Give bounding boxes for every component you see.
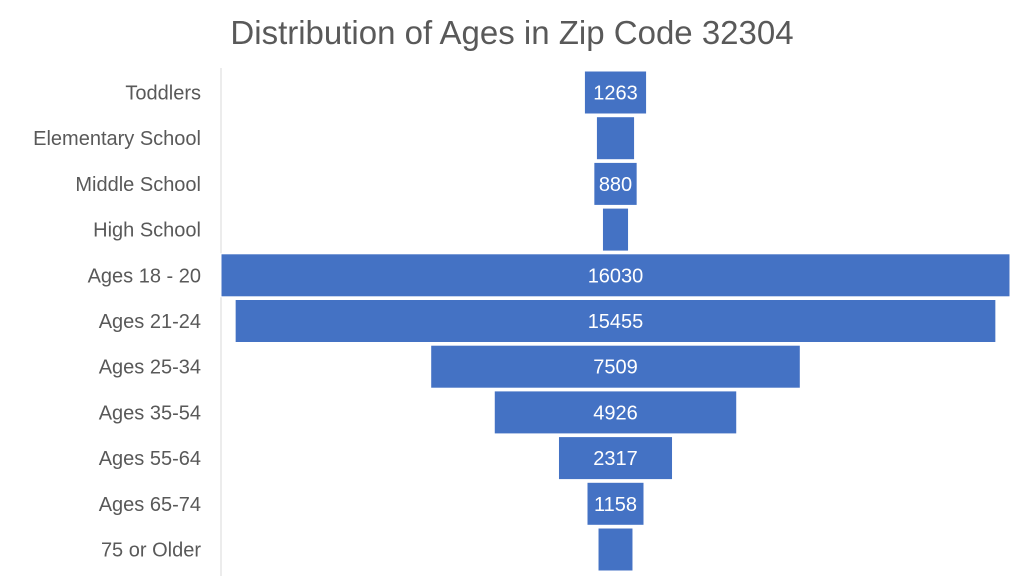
funnel-bar	[597, 527, 634, 572]
data-label: 2317	[593, 448, 638, 470]
funnel-bar	[593, 161, 638, 206]
funnel-bar	[595, 116, 636, 161]
category-label: Ages 55-64	[99, 448, 201, 470]
category-label: Toddlers	[125, 83, 201, 105]
chart-title: Distribution of Ages in Zip Code 32304	[230, 14, 794, 51]
funnel-bar	[430, 344, 801, 389]
data-label: 4926	[593, 402, 638, 424]
data-label: 1158	[594, 494, 637, 516]
funnel-bar	[601, 207, 630, 252]
data-label: 880	[599, 174, 632, 196]
category-label: Ages 18 - 20	[88, 265, 201, 287]
category-label: Elementary School	[33, 128, 201, 150]
data-label: 1263	[593, 83, 638, 105]
data-label: 7509	[593, 357, 638, 379]
category-label: 75 or Older	[101, 540, 201, 562]
funnel-bar	[234, 299, 997, 343]
funnel-bar	[220, 253, 1011, 298]
category-label: Ages 65-74	[99, 494, 201, 516]
category-label: High School	[93, 220, 201, 242]
funnel-bar	[557, 436, 674, 481]
data-label: 16030	[588, 265, 644, 287]
category-label: Middle School	[75, 174, 201, 196]
category-label: Ages 35-54	[99, 402, 201, 424]
category-label: Ages 21-24	[99, 311, 201, 333]
data-label: 15455	[588, 311, 644, 333]
funnel-bar	[583, 70, 648, 115]
funnel-bar	[586, 481, 645, 526]
category-label: Ages 25-34	[99, 357, 201, 379]
funnel-bar	[493, 390, 738, 435]
